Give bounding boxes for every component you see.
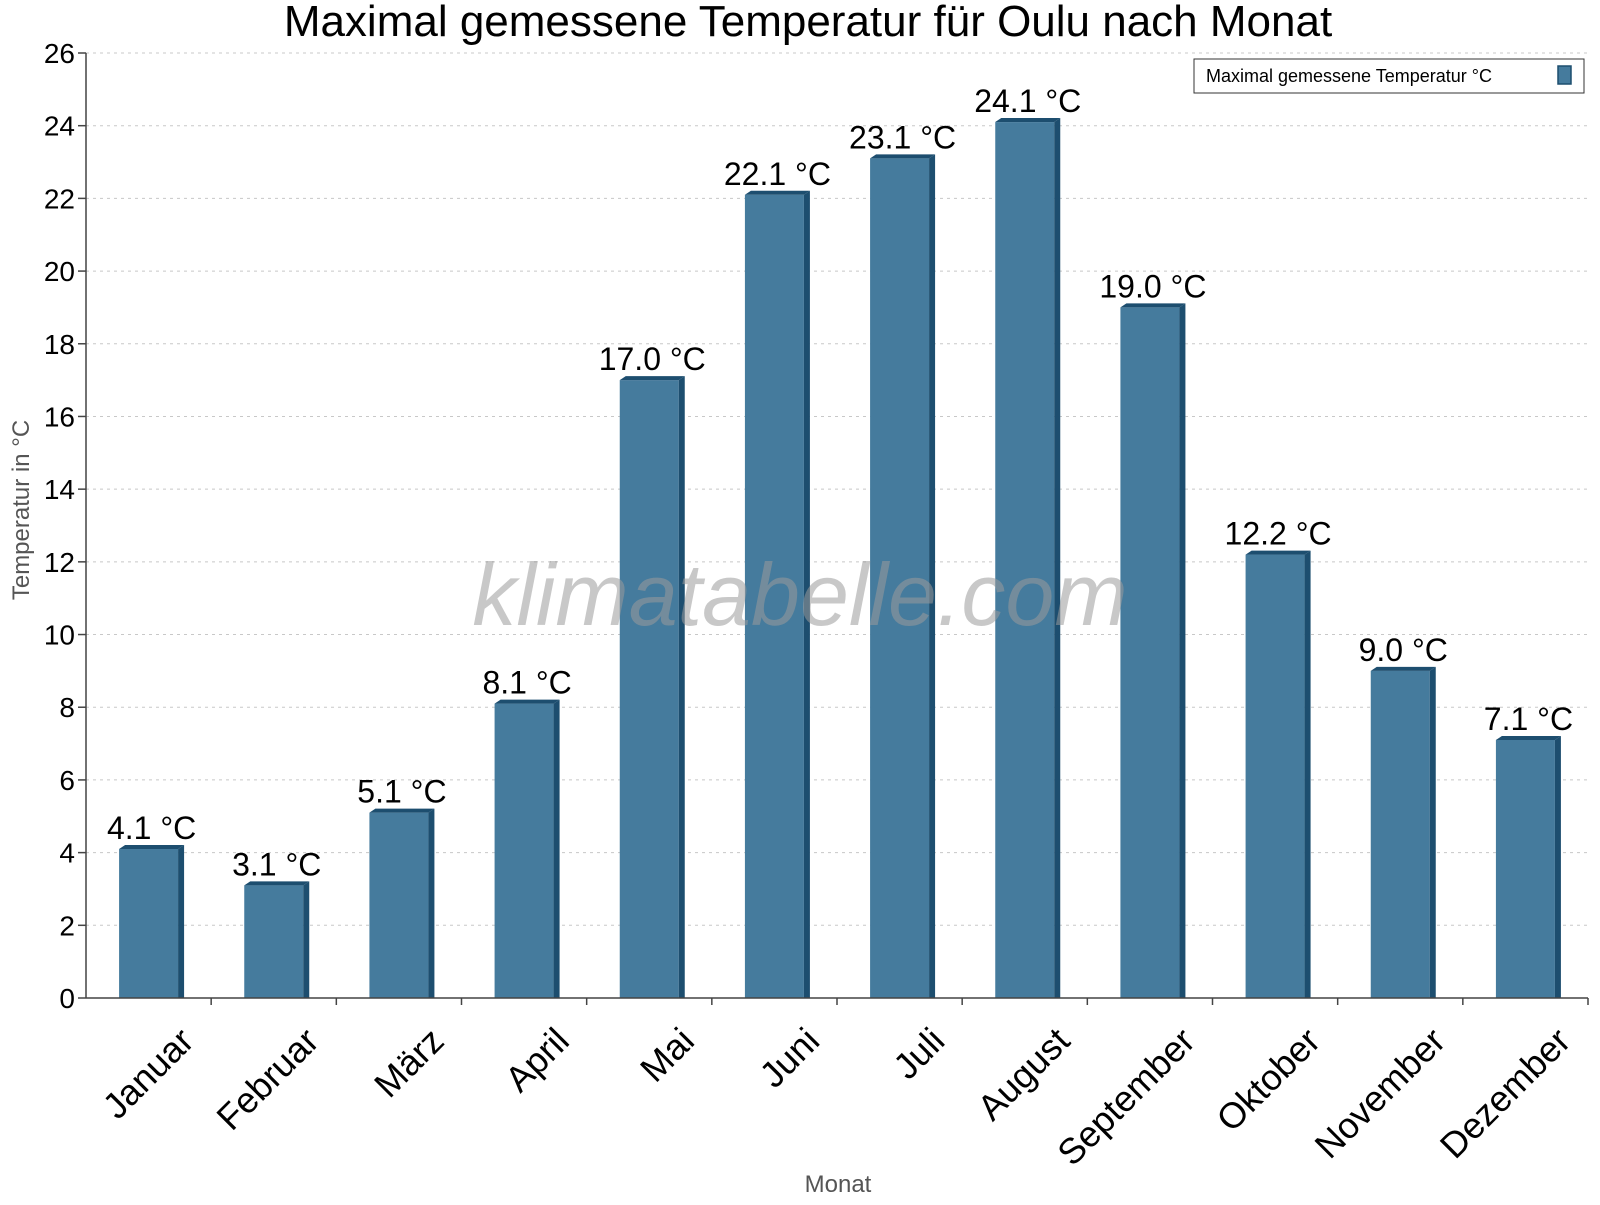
y-tick-label-0: 0 (59, 983, 75, 1014)
value-label-März: 5.1 °C (357, 774, 446, 810)
y-tick-label-16: 16 (44, 401, 75, 432)
bar-top-Dezember (1495, 735, 1561, 740)
x-tick-label-Dezember: Dezember (1432, 1020, 1578, 1166)
legend-label: Maximal gemessene Temperatur °C (1206, 66, 1492, 86)
bar-side-August (1054, 118, 1061, 999)
bar-side-Januar (178, 844, 185, 998)
bar-top-Mai (619, 376, 685, 381)
axes-layer (78, 52, 1589, 1005)
bar-top-September (1120, 303, 1186, 308)
bar-März (369, 812, 429, 998)
value-label-Juni: 22.1 °C (724, 156, 831, 192)
value-label-September: 19.0 °C (1099, 268, 1206, 304)
value-label-Januar: 4.1 °C (107, 810, 196, 846)
x-tick-label-April: April (497, 1020, 577, 1100)
bar-side-Mai (678, 376, 685, 999)
value-label-Juli: 23.1 °C (849, 119, 956, 155)
bars-layer (119, 118, 1561, 999)
bar-top-Juni (744, 190, 810, 195)
bar-Oktober (1245, 554, 1305, 998)
y-tick-label-18: 18 (44, 329, 75, 360)
value-label-November: 9.0 °C (1359, 632, 1448, 668)
bar-top-Februar (244, 881, 310, 886)
legend-swatch (1557, 65, 1572, 85)
bar-top-Juli (870, 154, 936, 159)
y-tick-label-14: 14 (44, 474, 75, 505)
x-tick-label-März: März (366, 1020, 452, 1106)
bar-Februar (244, 885, 304, 998)
x-tick-label-November: November (1307, 1020, 1453, 1166)
bar-side-Juli (929, 154, 936, 999)
bar-top-August (995, 118, 1061, 123)
bar-side-September (1179, 303, 1186, 998)
bar-side-April (553, 699, 560, 998)
value-label-Mai: 17.0 °C (599, 341, 706, 377)
y-tick-label-20: 20 (44, 256, 75, 287)
bar-September (1120, 307, 1180, 998)
value-label-August: 24.1 °C (974, 83, 1081, 119)
y-tick-label-22: 22 (44, 183, 75, 214)
watermark: klimatabelle.com (472, 545, 1127, 644)
value-label-Februar: 3.1 °C (232, 846, 321, 882)
x-tick-label-Juni: Juni (751, 1020, 827, 1096)
bar-Januar (119, 848, 179, 998)
x-tick-label-Februar: Februar (208, 1020, 326, 1138)
bar-April (494, 703, 554, 998)
value-label-April: 8.1 °C (482, 665, 571, 701)
x-tick-label-Mai: Mai (632, 1020, 702, 1090)
grid-layer (86, 52, 1588, 926)
bar-side-März (428, 808, 435, 998)
bar-side-November (1429, 666, 1436, 998)
x-tick-label-September: September (1049, 1020, 1203, 1174)
bar-top-Oktober (1245, 550, 1311, 555)
x-axis-title: Monat (805, 1171, 872, 1198)
value-label-Oktober: 12.2 °C (1225, 516, 1332, 552)
legend: Maximal gemessene Temperatur °C (1193, 58, 1585, 94)
y-tick-label-2: 2 (59, 910, 75, 941)
bar-August (995, 122, 1055, 999)
x-tick-label-Januar: Januar (95, 1020, 202, 1127)
bar-side-Oktober (1304, 550, 1311, 998)
x-tick-label-Juli: Juli (885, 1020, 952, 1087)
y-tick-label-4: 4 (59, 838, 75, 869)
y-tick-label-10: 10 (44, 620, 75, 651)
bar-Juni (744, 194, 804, 998)
bar-side-Juni (803, 190, 810, 998)
bar-Mai (619, 380, 679, 999)
value-labels-layer: 4.1 °C 3.1 °C 5.1 °C 8.1 °C 17.0 °C 22.1 °C 23… (107, 83, 1573, 882)
bar-top-Januar (119, 844, 185, 849)
chart-title: Maximal gemessene Temperatur für Oulu na… (284, 0, 1332, 46)
bar-Dezember (1495, 739, 1555, 998)
x-tick-label-August: August (969, 1020, 1077, 1128)
x-tick-label-Oktober: Oktober (1208, 1020, 1328, 1140)
y-axis-title: Temperatur in °C (8, 420, 35, 600)
legend-box (1193, 58, 1585, 94)
y-tick-label-26: 26 (44, 38, 75, 69)
bar-side-Dezember (1554, 735, 1561, 998)
y-tick-label-24: 24 (44, 111, 75, 142)
y-tick-label-12: 12 (44, 547, 75, 578)
y-tick-label-6: 6 (59, 765, 75, 796)
y-tick-label-8: 8 (59, 692, 75, 723)
bar-top-April (494, 699, 560, 704)
bar-top-März (369, 808, 435, 813)
bar-November (1370, 670, 1430, 998)
value-label-Dezember: 7.1 °C (1484, 701, 1573, 737)
bar-Juli (870, 158, 930, 999)
bar-side-Februar (303, 881, 310, 998)
bar-top-November (1370, 666, 1436, 671)
